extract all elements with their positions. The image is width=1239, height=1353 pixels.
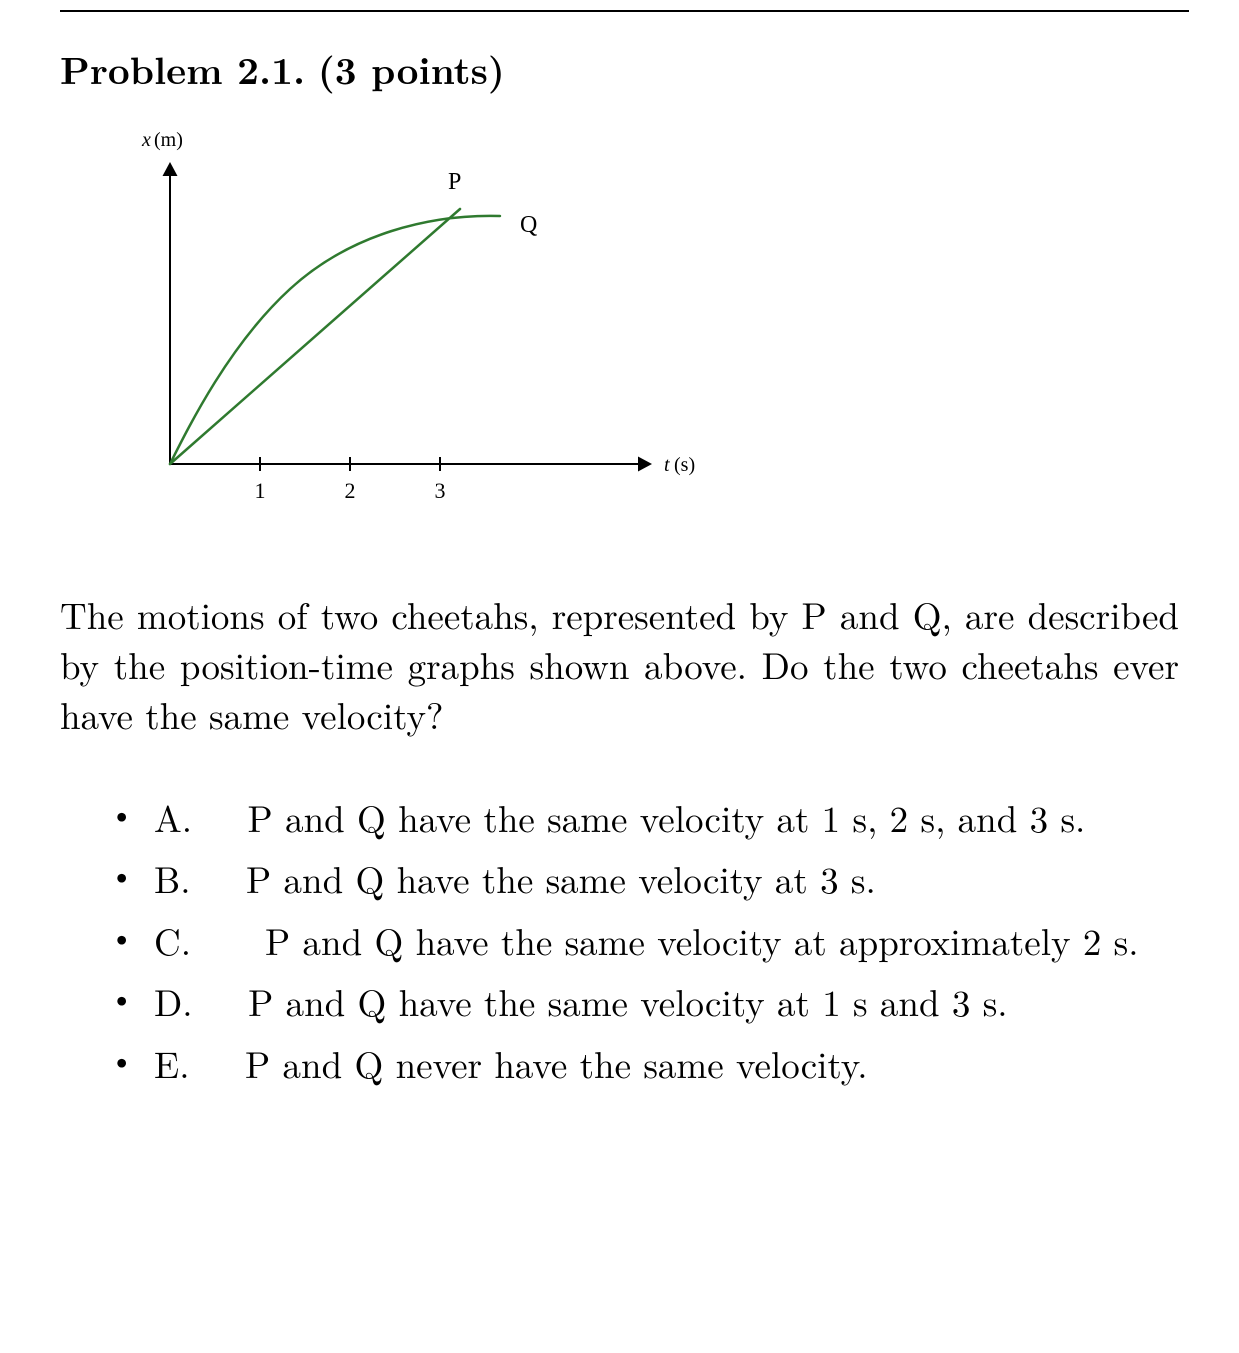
figure: x (m) t (s) 1 2 3 P Q xyxy=(90,114,1189,549)
svg-text:x: x xyxy=(141,129,151,151)
option-text: P and Q have the same velocity at 1 s, 2… xyxy=(248,790,1086,843)
option-letter: A. xyxy=(154,790,192,843)
svg-text:t: t xyxy=(664,454,670,476)
svg-text:P: P xyxy=(448,169,461,195)
option-letter: C. xyxy=(154,913,191,966)
problem-header: Problem 2.1. (3 points) xyxy=(60,42,1189,96)
option-text: P and Q have the same velocity at 3 s. xyxy=(246,851,876,904)
options-list: A. P and Q have the same velocity at 1 s… xyxy=(60,789,1189,1091)
option-letter: E. xyxy=(154,1036,189,1089)
option-text: P and Q have the same velocity at approx… xyxy=(265,913,1139,966)
position-time-graph: x (m) t (s) 1 2 3 P Q xyxy=(90,114,710,544)
option-text: P and Q have the same velocity at 1 s an… xyxy=(248,974,1008,1027)
option-c: C. P and Q have the same velocity at app… xyxy=(110,912,1179,968)
option-d: D. P and Q have the same velocity at 1 s… xyxy=(110,973,1179,1029)
option-b: B. P and Q have the same velocity at 3 s… xyxy=(110,850,1179,906)
svg-text:3: 3 xyxy=(435,478,446,503)
svg-text:1: 1 xyxy=(255,478,266,503)
problem-points: (3 points) xyxy=(318,42,505,96)
option-letter: B. xyxy=(154,851,190,904)
svg-text:2: 2 xyxy=(345,478,356,503)
problem-number: Problem 2.1. xyxy=(60,42,305,96)
option-a: A. P and Q have the same velocity at 1 s… xyxy=(110,789,1179,845)
svg-text:(s): (s) xyxy=(674,454,695,476)
page: Problem 2.1. (3 points) x (m)t (s)123PQ … xyxy=(0,10,1239,1136)
option-letter: D. xyxy=(154,974,193,1027)
question-text: The motions of two cheetahs, represented… xyxy=(60,589,1179,739)
svg-text:Q: Q xyxy=(520,212,537,238)
svg-text:(m): (m) xyxy=(154,129,183,151)
option-e: E. P and Q never have the same velocity. xyxy=(110,1035,1179,1091)
option-text: P and Q never have the same velocity. xyxy=(245,1036,868,1089)
top-rule xyxy=(60,10,1189,12)
